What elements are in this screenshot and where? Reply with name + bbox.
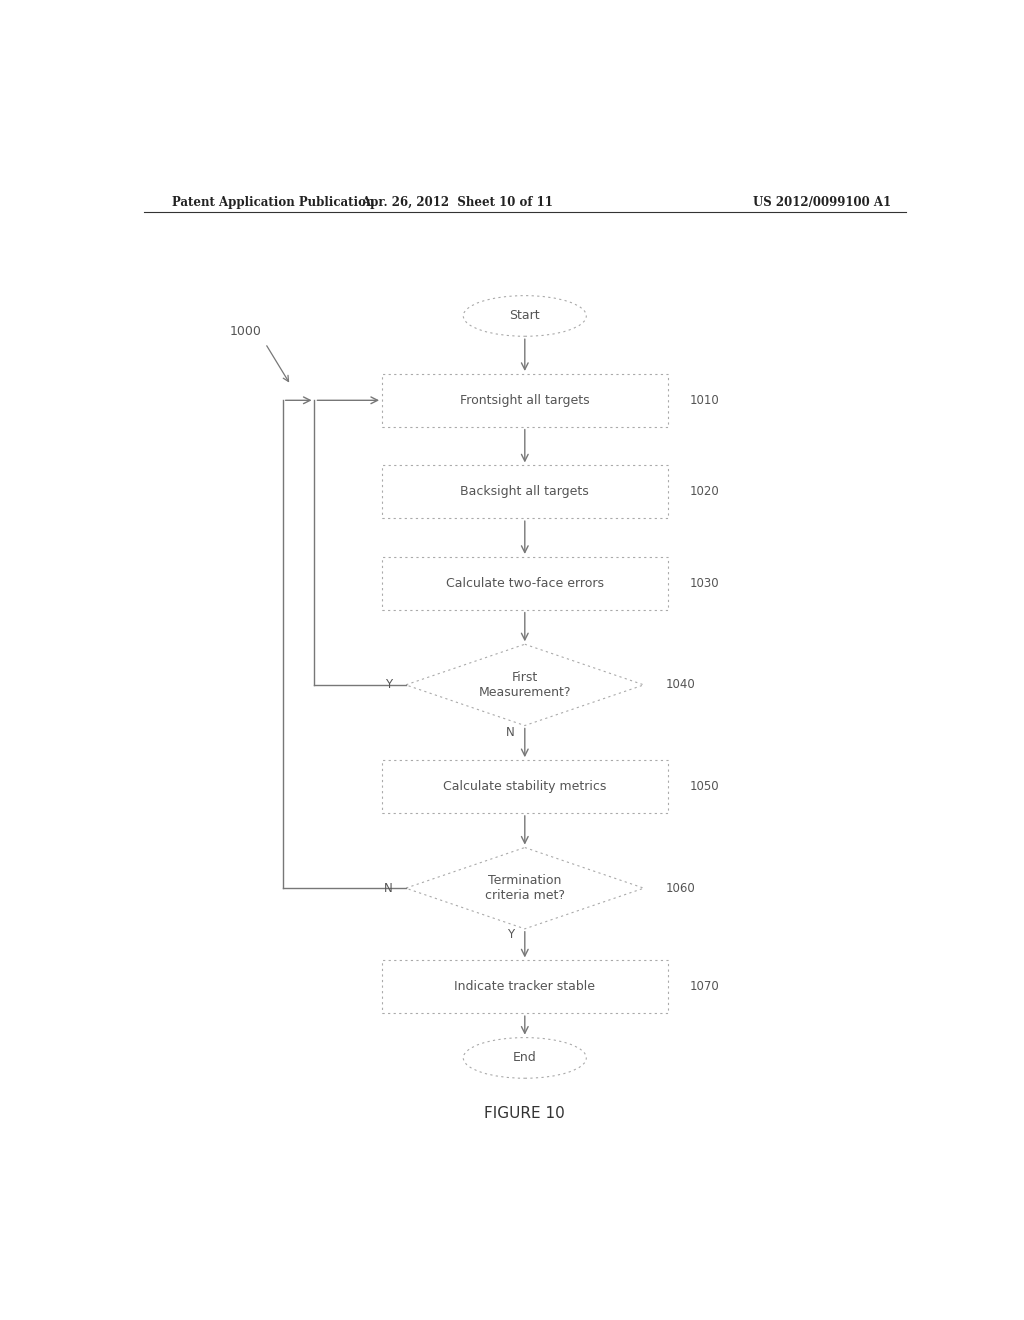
Ellipse shape [463,296,587,337]
Text: 1000: 1000 [229,325,261,338]
Text: Indicate tracker stable: Indicate tracker stable [455,981,595,993]
Text: 1020: 1020 [690,486,720,498]
Polygon shape [406,644,644,726]
FancyBboxPatch shape [382,466,668,519]
Text: Patent Application Publication: Patent Application Publication [172,195,374,209]
Text: 1010: 1010 [690,393,720,407]
Text: FIGURE 10: FIGURE 10 [484,1106,565,1121]
Text: Start: Start [510,309,540,322]
FancyBboxPatch shape [382,374,668,426]
Text: Y: Y [385,678,392,692]
Text: 1060: 1060 [666,882,696,895]
Text: Y: Y [507,928,514,941]
Text: N: N [506,726,515,739]
Text: Frontsight all targets: Frontsight all targets [460,393,590,407]
FancyBboxPatch shape [382,760,668,813]
Text: Termination
criteria met?: Termination criteria met? [484,874,565,902]
Text: Backsight all targets: Backsight all targets [461,486,589,498]
Text: 1050: 1050 [690,780,720,793]
Text: Apr. 26, 2012  Sheet 10 of 11: Apr. 26, 2012 Sheet 10 of 11 [361,195,553,209]
Text: Calculate stability metrics: Calculate stability metrics [443,780,606,793]
Polygon shape [406,847,644,929]
Text: End: End [513,1052,537,1064]
Text: US 2012/0099100 A1: US 2012/0099100 A1 [754,195,892,209]
Text: N: N [384,882,392,895]
FancyBboxPatch shape [382,961,668,1014]
FancyBboxPatch shape [382,557,668,610]
Ellipse shape [463,1038,587,1078]
Text: Calculate two-face errors: Calculate two-face errors [445,577,604,590]
Text: First
Measurement?: First Measurement? [478,671,571,698]
Text: 1030: 1030 [690,577,720,590]
Text: 1040: 1040 [666,678,696,692]
Text: 1070: 1070 [690,981,720,993]
